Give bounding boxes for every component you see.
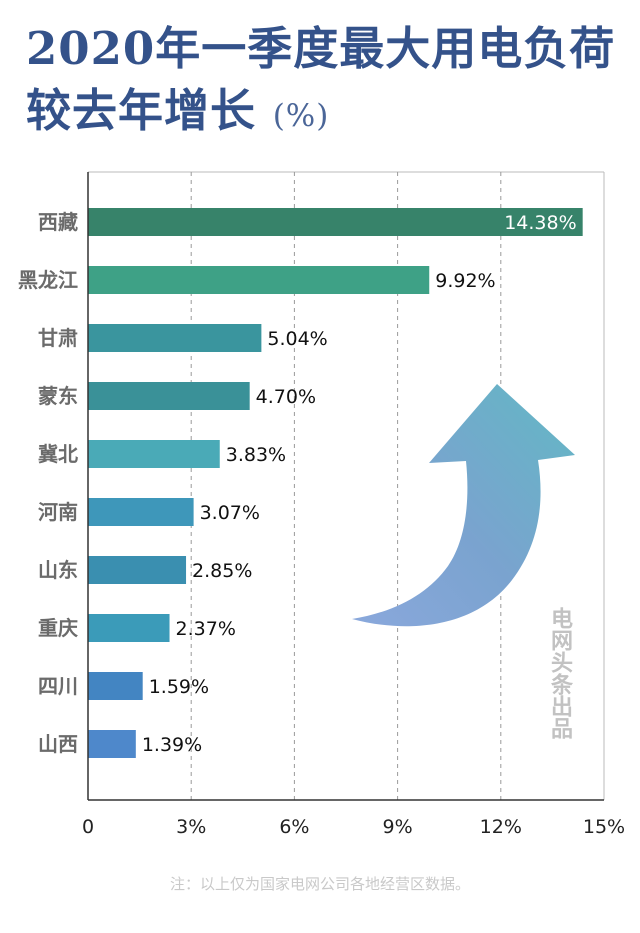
- bar: [88, 614, 170, 642]
- bar: [88, 556, 187, 584]
- value-label: 3.83%: [226, 444, 286, 466]
- category-label: 重庆: [38, 616, 78, 640]
- title-unit: (%): [272, 98, 330, 134]
- value-label: 1.39%: [142, 734, 202, 756]
- bar: [88, 324, 262, 352]
- bar-chart: 0 3% 6% 9% 12% 15% 西藏 14.38% 黑龙江 9.92% 甘肃 5.04% 蒙东 4.…: [18, 171, 625, 838]
- title-line-2: 较去年增长 (%): [26, 80, 626, 147]
- watermark: 电网头条出品: [547, 607, 572, 739]
- value-label: 4.70%: [256, 386, 316, 408]
- category-label: 西藏: [38, 210, 78, 234]
- x-tick-label: 3%: [176, 816, 206, 838]
- x-tick-label: 15%: [583, 816, 625, 838]
- category-label: 山东: [38, 558, 78, 582]
- category-label: 山西: [38, 732, 78, 756]
- category-label: 河南: [38, 500, 78, 524]
- bar: [88, 440, 220, 468]
- category-label: 四川: [38, 674, 78, 698]
- x-tick-label: 9%: [383, 816, 413, 838]
- footnote: 注：以上仅为国家电网公司各地经营区数据。: [169, 875, 470, 893]
- bar: [88, 498, 194, 526]
- bar: [88, 730, 136, 758]
- value-label: 1.59%: [149, 676, 209, 698]
- x-tick-label: 12%: [480, 816, 522, 838]
- value-label: 3.07%: [200, 502, 260, 524]
- value-label: 2.85%: [192, 560, 252, 582]
- title-line-2-text: 较去年增长: [26, 84, 257, 137]
- category-label: 冀北: [38, 442, 78, 466]
- chart-title: 2020年一季度最大用电负荷 较去年增长 (%): [26, 18, 626, 147]
- up-arrow-icon: [352, 384, 575, 627]
- value-label: 5.04%: [267, 328, 327, 350]
- value-label: 9.92%: [435, 270, 495, 292]
- title-line-1: 2020年一季度最大用电负荷: [26, 22, 616, 75]
- bar: [88, 382, 250, 410]
- value-label: 2.37%: [176, 618, 236, 640]
- category-label: 黑龙江: [18, 268, 78, 292]
- value-label: 14.38%: [504, 212, 576, 234]
- category-label: 蒙东: [38, 384, 78, 408]
- x-tick-label: 0: [82, 816, 94, 838]
- x-tick-label: 6%: [279, 816, 309, 838]
- bar: [88, 266, 430, 294]
- bar: [88, 208, 583, 236]
- bar: [88, 672, 143, 700]
- category-label: 甘肃: [38, 326, 78, 350]
